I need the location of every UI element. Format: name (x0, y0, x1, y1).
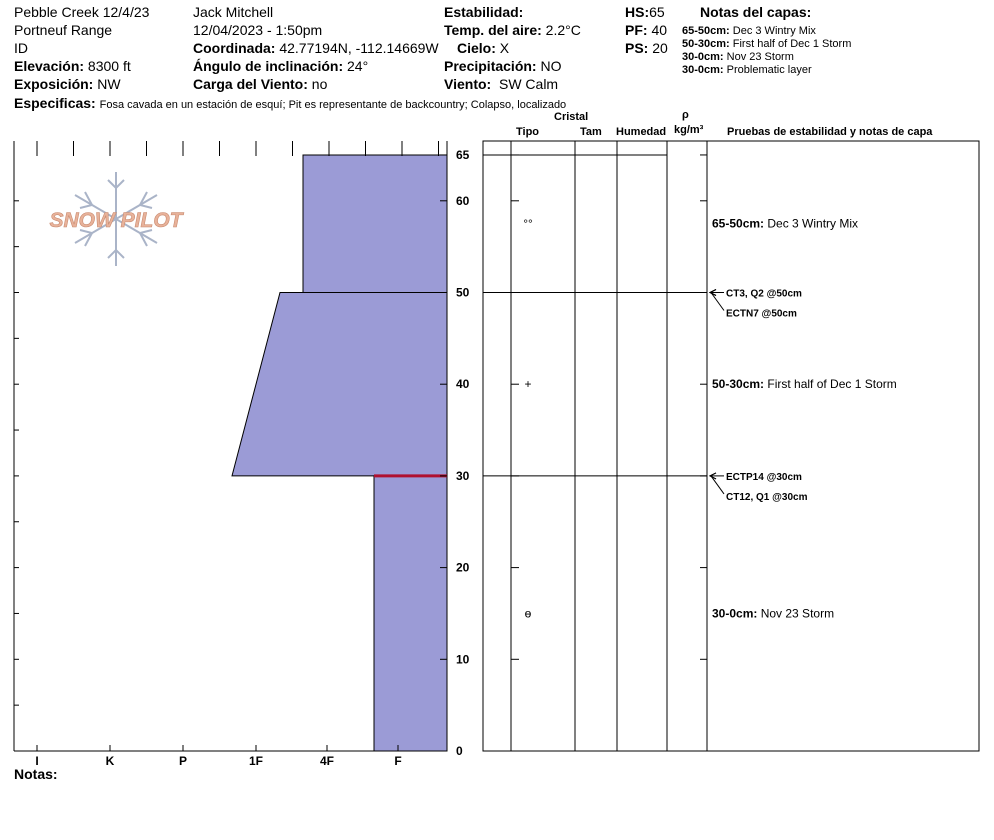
observer: Jack Mitchell (193, 4, 274, 20)
crystal-table (482, 140, 980, 752)
hs: HS:65 (625, 4, 665, 20)
depth-tick-label: 20 (456, 561, 470, 575)
tests-header: Pruebas de estabilidad y notas de capa (727, 126, 933, 138)
depth-tick-label: 50 (456, 286, 470, 300)
density-unit: kg/m³ (674, 124, 704, 136)
stability-label: Estabilidad: (444, 4, 524, 20)
location-title: Pebble Creek 12/4/23 (14, 4, 150, 20)
depth-tick-label: 0 (456, 744, 463, 758)
layer-comment: 65-50cm: Dec 3 Wintry Mix (712, 217, 858, 231)
datetime: 12/04/2023 - 1:50pm (193, 22, 323, 38)
hardness-tick-label: 4F (320, 754, 334, 768)
pf: PF: 40 (625, 22, 668, 38)
layer-note: 30-0cm: Problematic layer (682, 64, 812, 76)
notes-label: Notas: (14, 766, 58, 782)
coordinates: Coordinada: 42.77194N, -112.14669W (193, 40, 439, 56)
layer-comment: 30-0cm: Nov 23 Storm (712, 606, 834, 620)
test-pointer-arrow (708, 289, 717, 296)
layer-notes-title: Notas del capas: (700, 4, 812, 20)
test-pointer-arrow (708, 472, 717, 480)
density-rho: ρ (682, 109, 689, 121)
hardness-tick-label: 1F (249, 754, 263, 768)
grain-type-symbol: ɵ (525, 606, 532, 620)
stability-test-label: ECTP14 @30cm (726, 472, 802, 483)
slope-angle: Ángulo de inclinación: 24° (193, 58, 369, 74)
layer-note: 30-0cm: Nov 23 Storm (682, 51, 794, 63)
hardness-tick-label: I (35, 754, 38, 768)
air-temp: Temp. del aire: 2.2°C (444, 22, 581, 38)
snowflake-icon (74, 172, 158, 266)
moisture-header: Humedad (616, 126, 667, 138)
stability-test-label: ECTN7 @50cm (726, 309, 797, 320)
hardness-tick-label: K (106, 754, 115, 768)
snow-layer (231, 292, 448, 477)
depth-tick-label: 65 (456, 148, 470, 162)
snow-layer (302, 154, 448, 293)
type-header: Tipo (516, 126, 540, 138)
hardness-plot: I K P 1F 4F F 0 10 20 30 40 50 60 65 (13, 141, 707, 768)
depth-tick-label: 40 (456, 377, 470, 391)
depth-tick-label: 30 (456, 469, 470, 483)
wind: Viento: SW Calm (444, 76, 559, 92)
state-code: ID (14, 40, 28, 56)
stability-test-label: CT3, Q2 @50cm (726, 289, 802, 300)
wind-loading: Carga del Viento: no (193, 76, 328, 92)
grain-type-symbol: + (524, 377, 531, 391)
precipitation: Precipitación: NO (444, 58, 562, 74)
layer-note: 50-30cm: First half of Dec 1 Storm (682, 38, 852, 50)
snow-layer (373, 475, 448, 752)
test-pointer-line (710, 292, 725, 311)
depth-tick-label: 10 (456, 652, 470, 666)
hardness-tick-label: F (394, 754, 401, 768)
depth-tick-label: 60 (456, 194, 470, 208)
ps: PS: 20 (625, 40, 668, 56)
snowpilot-logo: SNOW PILOT (50, 209, 185, 232)
layer-comment: 50-30cm: First half of Dec 1 Storm (712, 377, 897, 391)
aspect: Exposición: NW (14, 76, 121, 92)
elevation: Elevación: 8300 ft (14, 58, 131, 74)
stability-test-label: CT12, Q1 @30cm (726, 492, 808, 503)
layer-note: 65-50cm: Dec 3 Wintry Mix (682, 25, 816, 37)
specifics: Especificas: Fosa cavada en un estación … (14, 95, 567, 111)
grain-type-symbol: °° (523, 217, 533, 231)
sky: Cielo: X (457, 40, 510, 56)
range-name: Portneuf Range (14, 22, 113, 38)
hardness-tick-label: P (179, 754, 187, 768)
size-header: Tam (580, 126, 602, 138)
crystal-header: Cristal (554, 111, 589, 123)
test-pointer-line (710, 475, 725, 495)
